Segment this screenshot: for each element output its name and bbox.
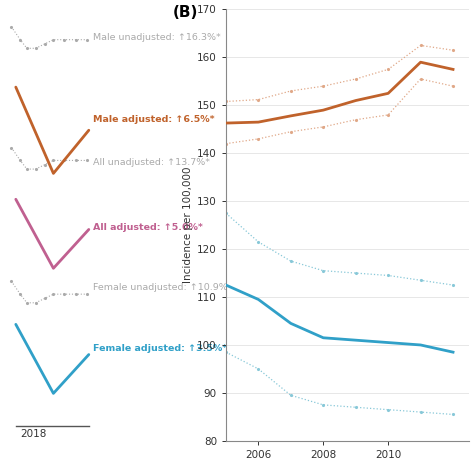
Text: 2018: 2018: [20, 428, 46, 438]
Text: (B): (B): [173, 5, 198, 20]
Text: Female unadjusted: ↑10.9%*: Female unadjusted: ↑10.9%*: [93, 283, 233, 292]
Text: All unadjusted: ↑13.7%*: All unadjusted: ↑13.7%*: [93, 158, 210, 167]
Text: All adjusted: ↑5.0%*: All adjusted: ↑5.0%*: [93, 223, 203, 232]
Text: Male unadjusted: ↑16.3%*: Male unadjusted: ↑16.3%*: [93, 33, 221, 42]
Text: Female adjusted: ↑3.5%*: Female adjusted: ↑3.5%*: [93, 344, 228, 353]
Y-axis label: Incidence per 100,000: Incidence per 100,000: [183, 167, 193, 283]
Text: Male adjusted: ↑6.5%*: Male adjusted: ↑6.5%*: [93, 115, 215, 124]
